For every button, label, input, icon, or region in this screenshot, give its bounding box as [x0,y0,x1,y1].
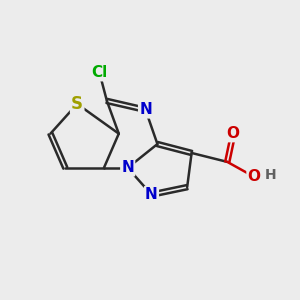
Text: S: S [71,95,83,113]
Text: Cl: Cl [91,65,108,80]
Text: O: O [248,169,260,184]
Text: N: N [121,160,134,175]
Text: H: H [265,168,276,182]
Text: N: N [139,102,152,117]
Text: N: N [145,187,158,202]
Text: O: O [227,126,240,141]
